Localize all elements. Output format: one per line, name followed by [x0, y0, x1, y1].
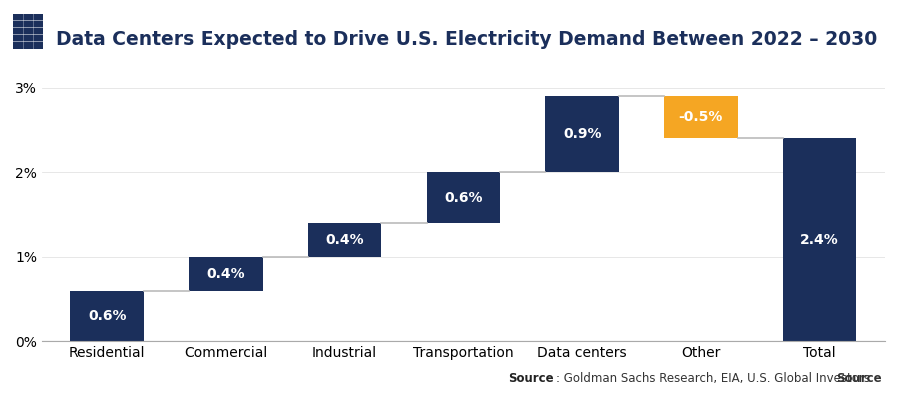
Bar — [22, 14, 23, 49]
Bar — [308, 223, 382, 257]
Bar — [70, 291, 144, 341]
Text: 0.4%: 0.4% — [207, 267, 245, 281]
Bar — [427, 172, 500, 223]
Text: 0.9%: 0.9% — [562, 127, 601, 141]
Text: 0.4%: 0.4% — [326, 233, 364, 247]
Bar — [664, 96, 738, 139]
Text: 2.4%: 2.4% — [800, 233, 839, 247]
Bar — [13, 34, 43, 35]
Bar — [783, 139, 857, 341]
Text: 0.6%: 0.6% — [445, 191, 482, 205]
Text: 0.6%: 0.6% — [88, 309, 126, 323]
Text: Source: Source — [508, 372, 554, 385]
Text: -0.5%: -0.5% — [679, 110, 723, 124]
Bar — [13, 41, 43, 42]
Bar — [189, 257, 263, 291]
Text: Source: Source — [836, 372, 882, 385]
Bar — [545, 96, 619, 172]
Text: Data Centers Expected to Drive U.S. Electricity Demand Between 2022 – 2030: Data Centers Expected to Drive U.S. Elec… — [56, 30, 877, 49]
Text: : Goldman Sachs Research, EIA, U.S. Global Investors: : Goldman Sachs Research, EIA, U.S. Glob… — [556, 372, 870, 385]
Bar — [13, 27, 43, 28]
FancyBboxPatch shape — [13, 14, 43, 49]
Bar — [33, 14, 34, 49]
Bar — [13, 20, 43, 21]
